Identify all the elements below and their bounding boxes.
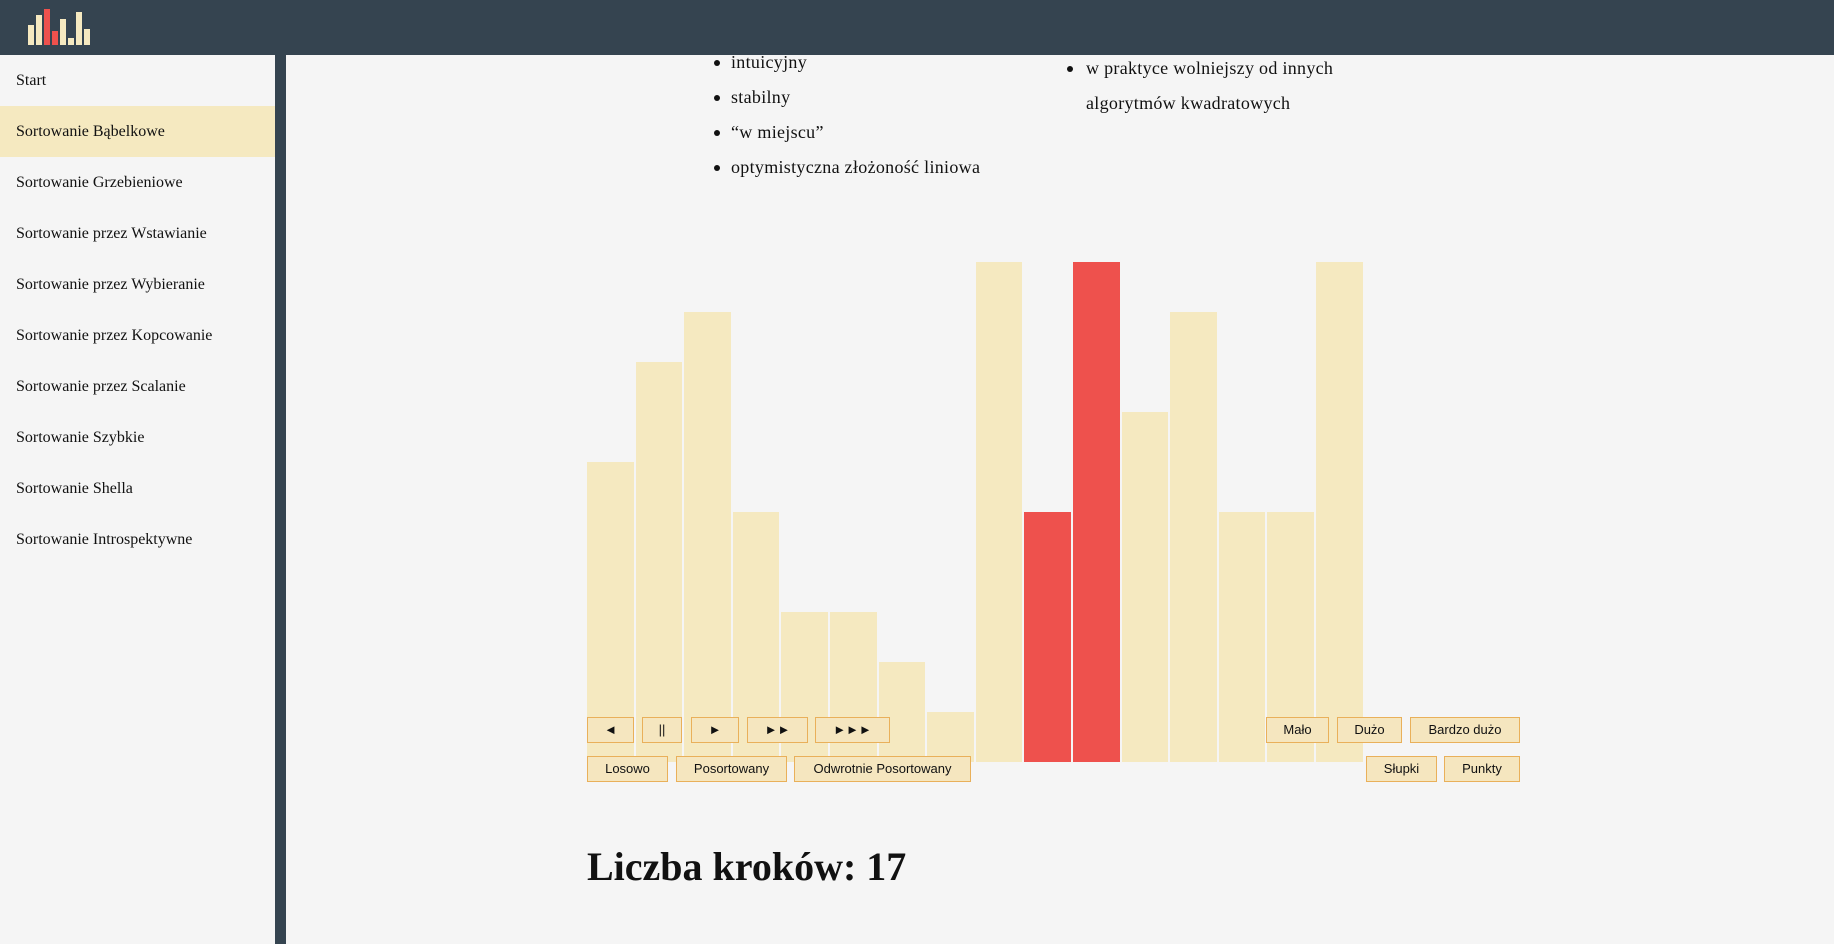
fast-forward-button[interactable]: ►► [747, 717, 808, 743]
chart-bar [975, 262, 1023, 762]
sidebar-item-start[interactable]: Start [16, 72, 47, 89]
chart-bar [1170, 312, 1217, 762]
sidebar-item-bubble-sort[interactable]: Sortowanie Bąbelkowe [0, 106, 275, 157]
sorted-order-button[interactable]: Posortowany [676, 756, 787, 782]
points-view-button[interactable]: Punkty [1444, 756, 1520, 782]
chart-bar [927, 712, 974, 762]
chart-bar [1073, 262, 1120, 762]
chart-bar [1218, 512, 1266, 762]
bars-view-button[interactable]: Słupki [1366, 756, 1437, 782]
chart-bar [587, 462, 634, 762]
cons-list: w praktyce wolniejszy od innych algorytmó… [1067, 51, 1367, 121]
chart-bar [635, 362, 683, 762]
main-content: intuicyjny stabilny “w miejscu” optymist… [286, 52, 1834, 944]
bar-chart-logo-icon[interactable] [28, 9, 112, 45]
chart-bar [684, 312, 731, 762]
play-button[interactable]: ► [691, 717, 739, 743]
list-item: intuicyjny [714, 45, 980, 80]
chart-bar [1024, 512, 1071, 762]
list-item: stabilny [714, 80, 980, 115]
pros-list: intuicyjny stabilny “w miejscu” optymist… [714, 45, 980, 185]
fastest-forward-button[interactable]: ►►► [815, 717, 890, 743]
chart-bar [1316, 262, 1363, 762]
sidebar: Start Sortowanie Bąbelkowe Sortowanie Gr… [0, 55, 286, 944]
pause-button[interactable]: || [642, 717, 682, 743]
cons-line-1: w praktyce wolniejszy od innych [1086, 58, 1334, 78]
sidebar-item-merge-sort[interactable]: Sortowanie przez Scalanie [16, 378, 186, 395]
sidebar-item-intro-sort[interactable]: Sortowanie Introspektywne [16, 531, 193, 548]
size-few-button[interactable]: Mało [1266, 717, 1329, 743]
sidebar-item-insertion-sort[interactable]: Sortowanie przez Wstawianie [16, 225, 207, 242]
step-counter: Liczba kroków: 17 [587, 844, 907, 889]
sidebar-item-selection-sort[interactable]: Sortowanie przez Wybieranie [16, 276, 205, 293]
step-back-button[interactable]: ◄ [587, 717, 634, 743]
sidebar-item-heap-sort[interactable]: Sortowanie przez Kopcowanie [16, 327, 213, 344]
size-many-button[interactable]: Dużo [1337, 717, 1402, 743]
size-very-many-button[interactable]: Bardzo dużo [1410, 717, 1520, 743]
chart-bar [878, 662, 926, 762]
sidebar-item-comb-sort[interactable]: Sortowanie Grzebieniowe [16, 174, 183, 191]
list-item: “w miejscu” [714, 115, 980, 150]
chart-bar [1121, 412, 1169, 762]
sort-visualization-chart [587, 207, 1367, 762]
reversed-order-button[interactable]: Odwrotnie Posortowany [794, 756, 971, 782]
sidebar-item-shell-sort[interactable]: Sortowanie Shella [16, 480, 133, 497]
sidebar-item-quick-sort[interactable]: Sortowanie Szybkie [16, 429, 145, 446]
top-bar [0, 0, 1834, 55]
list-item: w praktyce wolniejszy od innych algorytmó… [1067, 51, 1367, 121]
cons-line-2: algorytmów kwadratowych [1086, 93, 1291, 113]
random-order-button[interactable]: Losowo [587, 756, 668, 782]
list-item: optymistyczna złożoność liniowa [714, 150, 980, 185]
